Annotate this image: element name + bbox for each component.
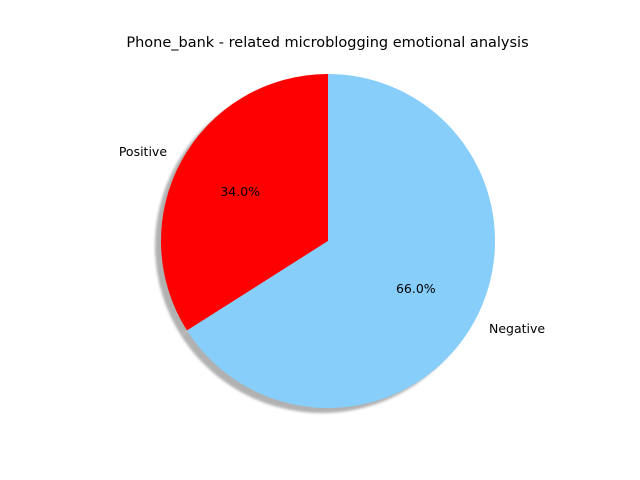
pie-slice-negative [186,74,496,408]
pie-slices-layer [161,74,496,408]
pie-category-label-positive: Positive [119,144,167,159]
pie-percent-label-positive: 34.0% [220,184,260,199]
pie-percent-label-negative: 66.0% [396,281,436,296]
pie-labels-layer: 34.0% Positive 66.0% Negative [119,144,546,336]
chart-title: Phone_bank - related microblogging emoti… [126,35,529,51]
pie-slice-positive [161,74,328,331]
pie-category-label-negative: Negative [489,321,545,336]
